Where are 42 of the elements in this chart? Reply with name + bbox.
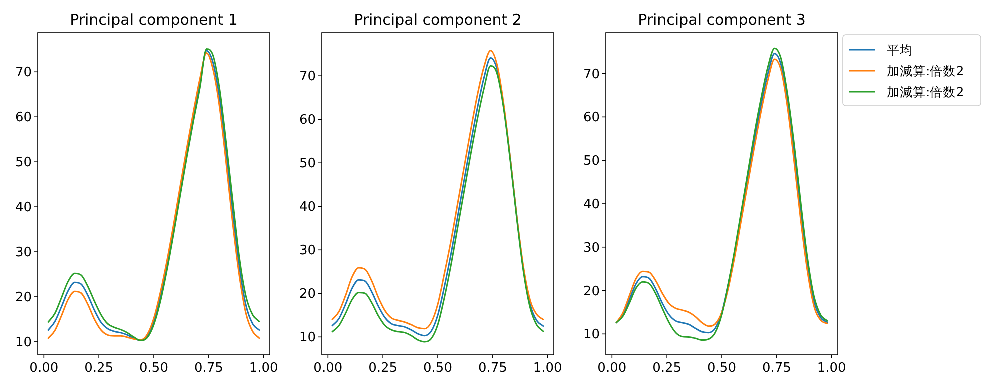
legend-label: 平均 xyxy=(887,42,913,58)
x-tick-label: 1.00 xyxy=(249,361,278,376)
y-tick-label: 10 xyxy=(299,330,316,346)
x-tick-label: 0.00 xyxy=(30,361,59,376)
y-tick-label: 50 xyxy=(299,156,316,172)
x-tick-label: 0.75 xyxy=(194,361,224,376)
x-tick-label: 0.00 xyxy=(314,361,343,376)
y-tick-label: 50 xyxy=(15,156,32,171)
x-tick-label: 0.25 xyxy=(652,361,682,376)
y-tick-label: 40 xyxy=(299,200,316,216)
legend-label: 加減算:倍数2 xyxy=(887,84,964,100)
y-tick-label: 30 xyxy=(15,246,32,261)
y-tick-label: 40 xyxy=(583,197,600,212)
x-tick-label: 0.50 xyxy=(424,361,452,376)
y-tick-label: 30 xyxy=(583,240,600,256)
y-tick-label: 50 xyxy=(583,154,600,170)
x-tick-label: 0.75 xyxy=(762,361,792,376)
x-tick-label: 1.00 xyxy=(817,361,846,376)
chart-title: Principal component 2 xyxy=(354,11,522,29)
y-tick-label: 20 xyxy=(15,290,32,306)
chart-title: Principal component 1 xyxy=(70,11,238,29)
x-tick-label: 0.50 xyxy=(708,361,736,376)
y-tick-label: 30 xyxy=(299,244,316,259)
y-tick-label: 20 xyxy=(583,284,600,300)
y-tick-label: 20 xyxy=(299,287,316,302)
x-tick-label: 0.50 xyxy=(140,361,168,376)
y-tick-label: 60 xyxy=(299,113,316,128)
y-tick-label: 60 xyxy=(583,110,600,126)
legend-label: 加減算:倍数2 xyxy=(887,64,964,78)
x-tick-label: 1.00 xyxy=(533,361,562,376)
y-tick-label: 70 xyxy=(15,66,32,81)
y-tick-label: 40 xyxy=(15,200,32,216)
y-tick-label: 70 xyxy=(299,70,316,85)
x-tick-label: 0.00 xyxy=(598,361,627,376)
y-tick-label: 10 xyxy=(15,335,32,350)
y-tick-label: 10 xyxy=(583,328,600,343)
y-tick-label: 70 xyxy=(583,67,600,82)
y-tick-label: 60 xyxy=(15,110,32,126)
x-tick-label: 0.25 xyxy=(368,361,398,376)
x-tick-label: 0.75 xyxy=(478,361,508,376)
chart-title: Principal component 3 xyxy=(638,11,806,29)
x-tick-label: 0.25 xyxy=(84,361,114,376)
